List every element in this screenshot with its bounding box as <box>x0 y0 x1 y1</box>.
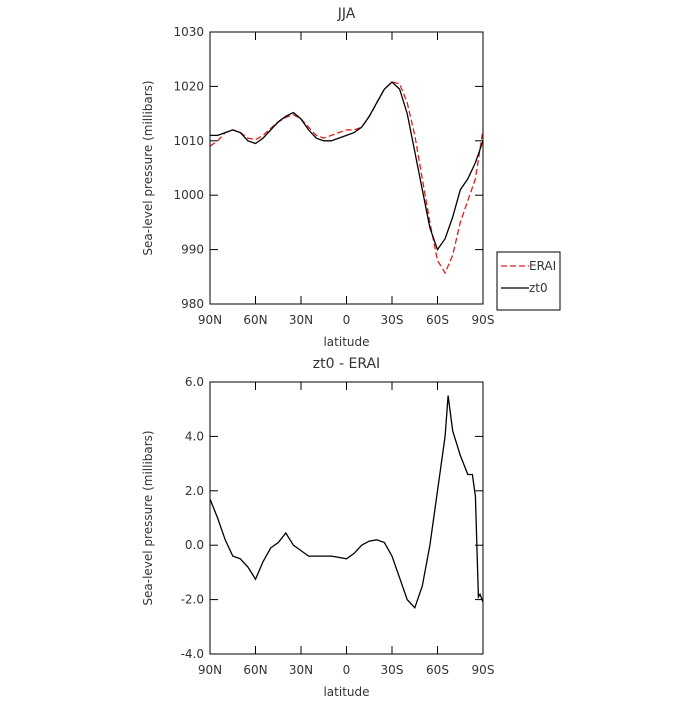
y-tick-label: 1020 <box>173 79 204 93</box>
plot-frame <box>209 31 484 305</box>
legend-box <box>496 251 561 311</box>
series-line <box>210 81 484 252</box>
y-tick-label: -2.0 <box>181 593 204 607</box>
x-tick-label: 30S <box>381 313 404 327</box>
x-axis-label: latitude <box>323 335 369 349</box>
x-tick-label: 0 <box>343 663 351 677</box>
y-tick-label: 980 <box>181 297 204 311</box>
y-tick-label: 2.0 <box>185 484 204 498</box>
chart-title: JJA <box>337 6 356 22</box>
y-tick-label: 990 <box>181 243 204 257</box>
y-tick-label: 1000 <box>173 188 204 202</box>
x-tick-label: 90S <box>472 663 495 677</box>
x-tick-label: 30N <box>289 663 313 677</box>
x-tick-label: 90N <box>198 663 222 677</box>
y-tick-label: 1030 <box>173 25 204 39</box>
y-tick-label: 1010 <box>173 134 204 148</box>
y-tick-label: 6.0 <box>185 375 204 389</box>
y-axis-label: Sea-level pressure (millibars) <box>141 430 155 605</box>
x-tick-label: 60S <box>426 313 449 327</box>
chart-title: zt0 - ERAI <box>313 356 380 372</box>
x-tick-label: 30S <box>381 663 404 677</box>
plot-frame <box>209 381 484 655</box>
x-tick-label: 60S <box>426 663 449 677</box>
x-tick-label: 0 <box>343 313 351 327</box>
x-axis-label: latitude <box>323 685 369 699</box>
series-line <box>209 81 484 275</box>
legend-label: zt0 <box>529 281 548 295</box>
series-line <box>209 395 484 610</box>
y-tick-label: -4.0 <box>181 647 204 661</box>
x-tick-label: 90S <box>472 313 495 327</box>
x-tick-label: 60N <box>243 663 267 677</box>
y-axis-label: Sea-level pressure (millibars) <box>141 80 155 255</box>
x-tick-label: 60N <box>243 313 267 327</box>
x-tick-label: 90N <box>198 313 222 327</box>
y-tick-label: 0.0 <box>185 538 204 552</box>
legend-label: ERAI <box>529 259 556 273</box>
x-tick-label: 30N <box>289 313 313 327</box>
y-tick-label: 4.0 <box>185 429 204 443</box>
